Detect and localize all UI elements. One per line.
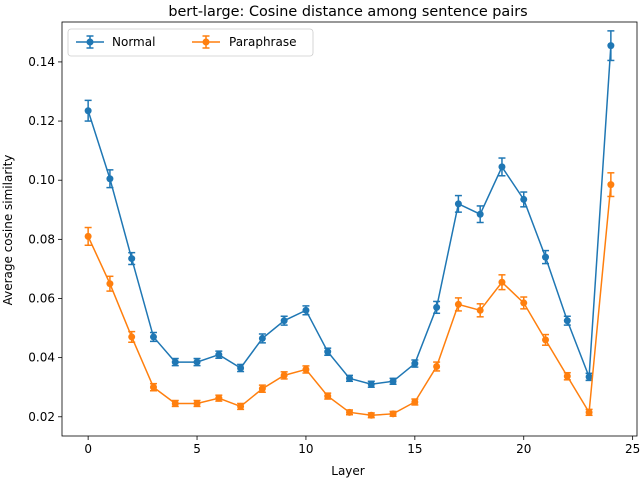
data-point: [302, 365, 310, 373]
x-tick-label: 5: [193, 442, 201, 456]
y-tick-label: 0.10: [28, 173, 55, 187]
series-line: [87, 45, 612, 386]
data-point: [389, 377, 397, 385]
x-tick-label: 20: [516, 442, 531, 456]
legend: Normal Paraphrase: [67, 28, 314, 57]
y-tick-label: 0.14: [28, 55, 55, 69]
y-tick-label: 0.02: [28, 410, 55, 424]
data-point: [324, 392, 332, 400]
data-point: [498, 163, 506, 171]
x-axis: 0 5 10 15 20 25: [84, 436, 640, 456]
y-tick-label: 0.12: [28, 114, 55, 128]
y-axis-label: Average cosine similarity: [1, 155, 15, 306]
legend-label: Paraphrase: [229, 35, 296, 49]
y-tick-label: 0.08: [28, 232, 55, 246]
x-axis-label: Layer: [331, 464, 365, 478]
data-point: [258, 385, 266, 393]
legend-entry-normal: Normal: [76, 35, 155, 49]
data-point: [149, 333, 157, 341]
data-point: [542, 253, 550, 261]
data-point: [128, 255, 136, 263]
data-point: [454, 200, 462, 208]
data-point: [563, 317, 571, 325]
x-tick-label: 0: [84, 442, 92, 456]
data-point: [106, 280, 114, 288]
data-point: [346, 408, 353, 416]
data-point: [280, 371, 288, 379]
data-point: [367, 380, 375, 388]
plot-area: [61, 21, 638, 437]
data-point: [171, 399, 179, 407]
legend-label: Normal: [112, 35, 155, 49]
chart-title: bert-large: Cosine distance among senten…: [168, 4, 527, 20]
data-point: [367, 411, 375, 419]
legend-entry-paraphrase: Paraphrase: [192, 35, 296, 49]
data-point: [585, 408, 593, 416]
series-paraphrase: [84, 172, 615, 419]
data-point: [193, 399, 201, 407]
data-point: [476, 306, 484, 314]
data-point: [258, 334, 266, 342]
data-point: [237, 402, 245, 410]
data-point: [128, 333, 136, 341]
legend-marker: [86, 38, 94, 46]
data-point: [149, 383, 157, 391]
data-point: [302, 306, 310, 314]
data-point: [607, 181, 615, 189]
data-point: [498, 278, 506, 286]
data-point: [84, 232, 92, 240]
plot-frame: [61, 21, 638, 437]
data-point: [215, 351, 223, 359]
data-point: [585, 373, 593, 381]
data-point: [237, 364, 245, 372]
data-point: [171, 358, 179, 366]
series-normal: [84, 30, 615, 388]
data-point: [476, 210, 484, 218]
data-point: [433, 303, 441, 311]
y-axis: 0.02 0.04 0.06 0.08 0.10 0.12 0.14: [28, 55, 62, 424]
data-point: [215, 394, 223, 402]
data-point: [520, 195, 528, 203]
data-point: [433, 363, 441, 371]
legend-marker: [202, 38, 210, 46]
data-point: [324, 348, 332, 356]
data-point: [411, 398, 419, 406]
data-point: [607, 42, 615, 50]
data-point: [542, 336, 550, 344]
data-point: [280, 317, 288, 325]
data-point: [193, 358, 201, 366]
data-point: [84, 107, 92, 115]
x-tick-label: 10: [298, 442, 313, 456]
data-point: [106, 175, 114, 183]
y-tick-label: 0.04: [28, 351, 55, 365]
data-point: [411, 360, 419, 368]
data-point: [389, 410, 397, 418]
data-point: [454, 300, 462, 308]
y-tick-label: 0.06: [28, 291, 55, 305]
x-tick-label: 15: [407, 442, 422, 456]
data-point: [520, 299, 528, 307]
x-tick-label: 25: [625, 442, 640, 456]
legend-frame: [67, 28, 314, 57]
data-point: [563, 372, 571, 380]
data-point: [346, 374, 353, 382]
